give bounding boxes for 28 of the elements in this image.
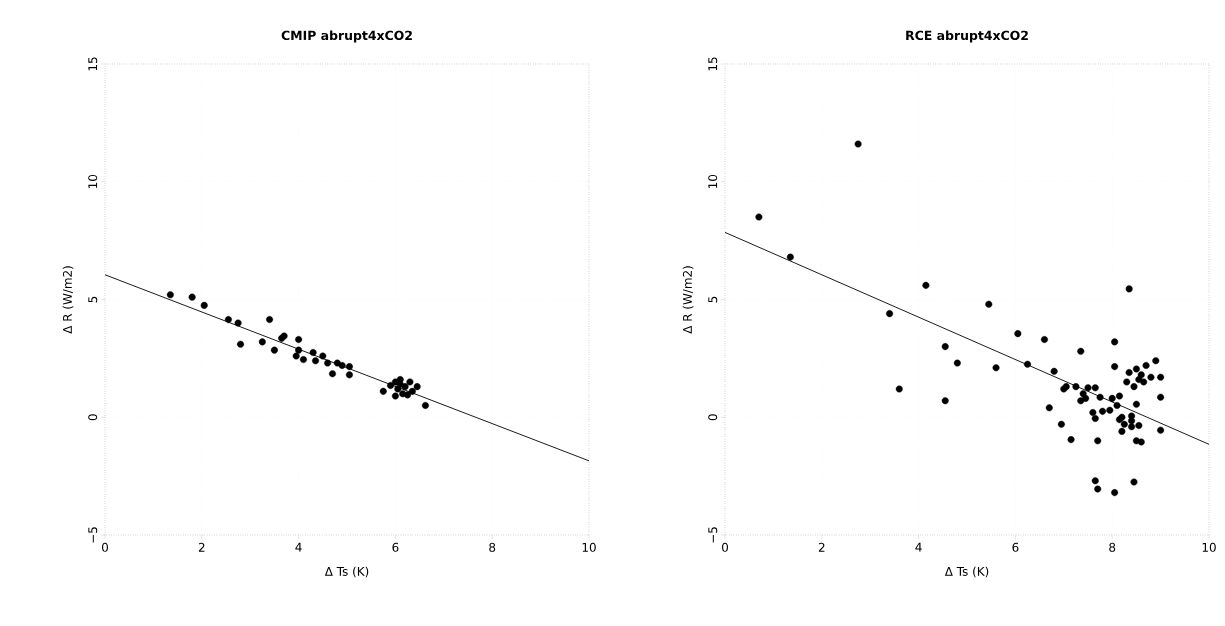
x-tick-label: 0	[721, 542, 729, 552]
y-tick-label: 15	[88, 57, 98, 71]
x-tick-label: 6	[392, 542, 399, 552]
chart-title: RCE abrupt4xCO2	[906, 30, 1028, 43]
x-axis-title: Δ Ts (K)	[324, 566, 369, 578]
y-tick-label: 0	[88, 414, 98, 421]
y-tick-label: −5	[88, 527, 98, 543]
y-tick-label: 10	[708, 174, 718, 189]
x-tick-label: 2	[818, 542, 825, 552]
y-axis-title: Δ R (W/m2)	[62, 266, 74, 334]
x-tick-label: 2	[198, 542, 205, 552]
y-tick-label: −5	[708, 527, 718, 543]
y-tick-label: 15	[708, 57, 718, 71]
x-tick-label: 6	[1012, 542, 1019, 552]
x-tick-label: 8	[489, 542, 496, 552]
x-tick-label: 0	[101, 542, 109, 552]
chart-title: CMIP abrupt4xCO2	[281, 30, 412, 43]
y-tick-label: 10	[88, 174, 98, 189]
y-tick-label: 5	[88, 296, 98, 303]
x-tick-label: 4	[915, 542, 922, 552]
y-tick-label: 0	[708, 414, 718, 421]
x-tick-label: 8	[1109, 542, 1116, 552]
x-tick-label: 4	[295, 542, 302, 552]
y-axis-title: Δ R (W/m2)	[682, 266, 694, 334]
x-tick-label: 10	[582, 542, 596, 552]
x-tick-label: 10	[1202, 542, 1216, 552]
x-axis-title: Δ Ts (K)	[944, 566, 989, 578]
y-tick-label: 5	[708, 296, 718, 303]
